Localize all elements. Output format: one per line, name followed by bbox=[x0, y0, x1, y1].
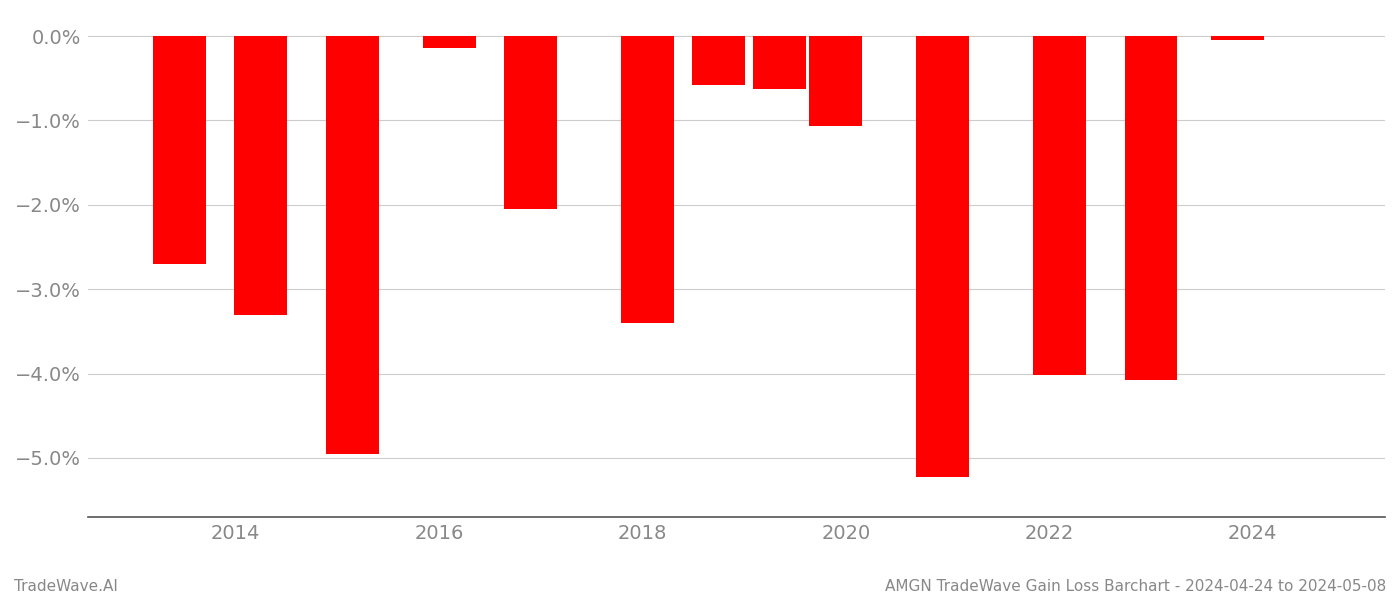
Bar bbox=[423, 36, 476, 48]
Bar bbox=[622, 36, 673, 323]
Bar bbox=[809, 36, 862, 127]
Bar bbox=[692, 36, 745, 85]
Bar bbox=[916, 36, 969, 476]
Bar bbox=[1033, 36, 1086, 375]
Text: AMGN TradeWave Gain Loss Barchart - 2024-04-24 to 2024-05-08: AMGN TradeWave Gain Loss Barchart - 2024… bbox=[885, 579, 1386, 594]
Bar bbox=[234, 36, 287, 314]
Bar bbox=[1211, 36, 1264, 40]
Text: TradeWave.AI: TradeWave.AI bbox=[14, 579, 118, 594]
Bar bbox=[753, 36, 806, 89]
Bar bbox=[326, 36, 379, 454]
Bar bbox=[504, 36, 557, 209]
Bar bbox=[1124, 36, 1177, 380]
Bar bbox=[153, 36, 206, 264]
